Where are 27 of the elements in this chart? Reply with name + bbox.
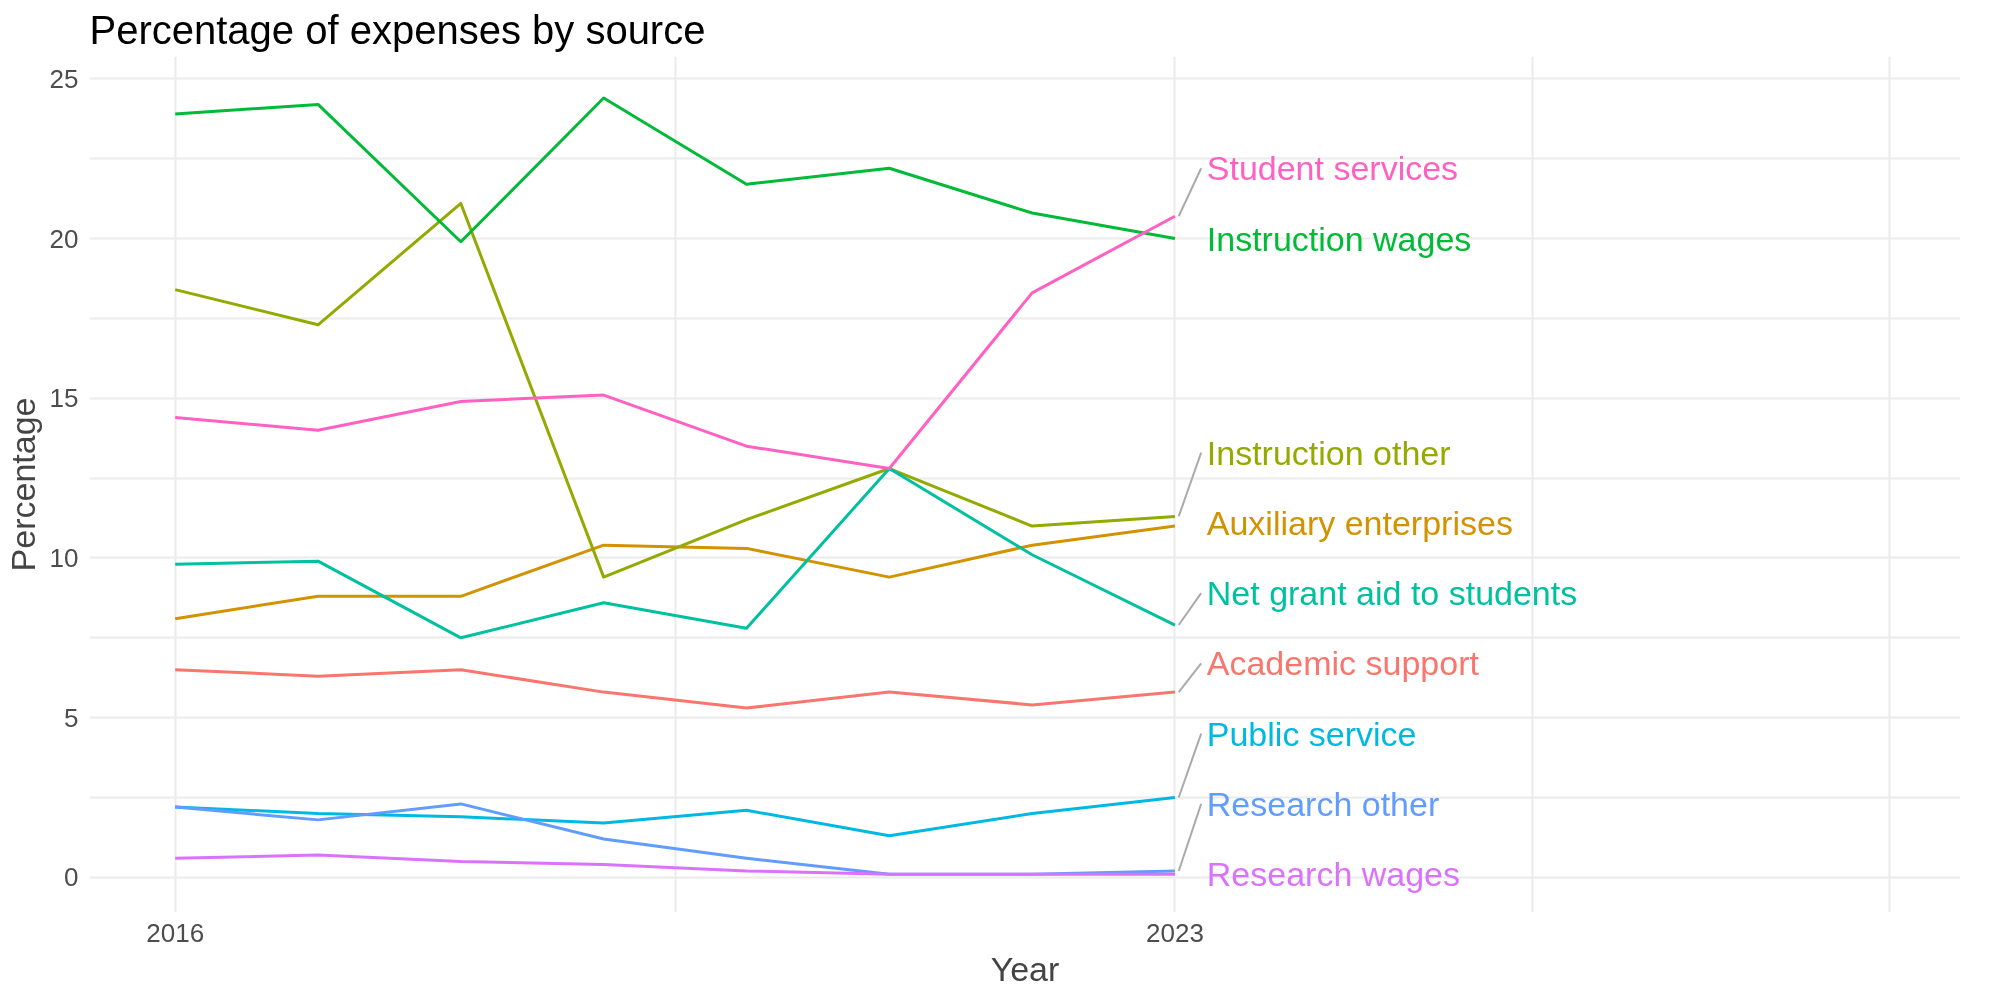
line-series: [173, 96, 1177, 244]
series-label: Public service: [1206, 714, 1417, 753]
x-tick-label: 2016: [146, 917, 205, 948]
line-series: [173, 467, 1177, 640]
y-tick-label: 15: [49, 383, 79, 414]
y-tick-label: 10: [49, 542, 79, 573]
chart-title: Percentage of expenses by source: [89, 7, 706, 52]
series-label: Academic support: [1206, 644, 1480, 683]
y-tick-label: 5: [64, 702, 79, 733]
y-tick-label: 0: [64, 862, 79, 893]
y-axis-title: Percentage: [3, 397, 42, 572]
line-series: [173, 201, 1177, 579]
line-series: [173, 524, 1177, 621]
x-axis-title: Year: [990, 949, 1060, 988]
series-label: Auxiliary enterprises: [1206, 503, 1513, 542]
y-tick-label: 20: [49, 223, 79, 254]
series-label: Instruction wages: [1206, 219, 1472, 258]
series-label: Instruction other: [1206, 433, 1451, 472]
line-series: [173, 668, 1177, 710]
series-label: Research other: [1206, 784, 1440, 823]
series-label: Net grant aid to students: [1206, 574, 1578, 613]
line-series: [173, 853, 1177, 876]
series-label: Research wages: [1206, 855, 1461, 894]
series-label: Student services: [1206, 149, 1459, 188]
y-tick-label: 25: [49, 63, 79, 94]
line-series: [173, 214, 1177, 471]
x-tick-label: 2023: [1146, 917, 1204, 948]
